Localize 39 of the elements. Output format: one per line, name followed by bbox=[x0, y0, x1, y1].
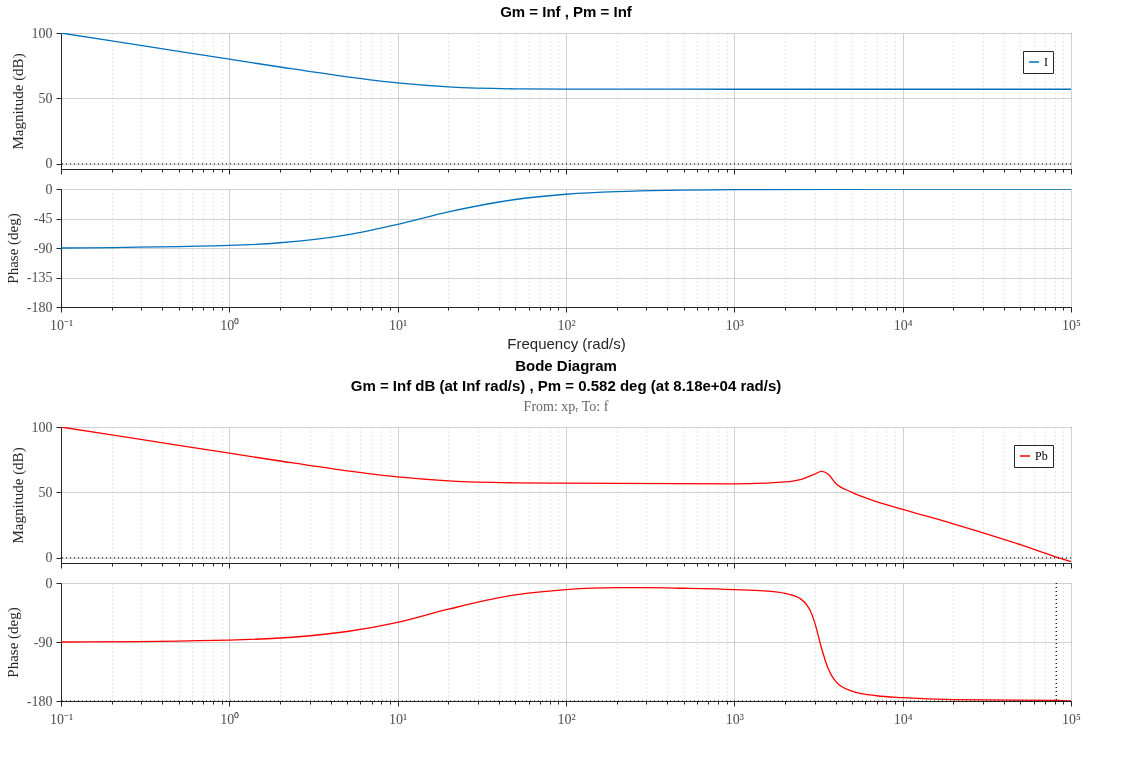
legend-label: I bbox=[1044, 55, 1048, 69]
x-tick-label: 10⁴ bbox=[893, 317, 913, 333]
chart-title: Gm = Inf , Pm = Inf bbox=[500, 3, 633, 20]
x-tick-label: 10¹ bbox=[389, 711, 408, 727]
y-tick-label: 0 bbox=[45, 181, 53, 197]
y-tick-label: 0 bbox=[45, 156, 53, 172]
x-tick-label: 10⁻¹ bbox=[49, 317, 74, 333]
y-tick-label: -180 bbox=[26, 299, 53, 315]
x-tick-label: 10⁴ bbox=[893, 711, 913, 727]
y-axis-title: Magnitude (dB) bbox=[9, 53, 27, 150]
x-tick-label: 10⁵ bbox=[1062, 711, 1082, 727]
text: From: xpᵣ To: f bbox=[523, 399, 609, 414]
x-tick-label: 10⁻¹ bbox=[49, 711, 74, 727]
x-tick-label: 10⁰ bbox=[220, 317, 240, 333]
legend-label: Pb bbox=[1035, 449, 1048, 463]
x-tick-label: 10⁰ bbox=[220, 711, 240, 727]
y-tick-label: -180 bbox=[26, 693, 53, 709]
y-tick-label: -135 bbox=[26, 270, 53, 285]
y-tick-label: 100 bbox=[31, 25, 53, 41]
y-axis-title: Phase (deg) bbox=[4, 607, 22, 678]
y-tick-label: 50 bbox=[38, 90, 53, 106]
x-tick-label: 10³ bbox=[725, 711, 744, 727]
y-tick-label: 0 bbox=[45, 550, 53, 566]
y-tick-label: 50 bbox=[38, 484, 53, 500]
x-axis-title: Frequency (rad/s) bbox=[507, 334, 626, 352]
y-tick-label: -90 bbox=[33, 240, 53, 256]
x-tick-label: 10² bbox=[557, 317, 576, 333]
x-tick-label: 10² bbox=[557, 711, 576, 727]
y-axis-title: Magnitude (dB) bbox=[9, 447, 27, 544]
x-tick-label: 10⁵ bbox=[1062, 317, 1082, 333]
y-tick-label: 100 bbox=[31, 419, 53, 435]
y-tick-label: 0 bbox=[45, 575, 53, 591]
y-axis-title: Phase (deg) bbox=[4, 213, 22, 284]
y-tick-label: -90 bbox=[33, 634, 53, 650]
x-tick-label: 10³ bbox=[725, 317, 744, 333]
x-tick-label: 10¹ bbox=[389, 317, 408, 333]
chart-subtitle: Gm = Inf dB (at Inf rad/s) , Pm = 0.582 deg (at 8.18e+04 rad/s) bbox=[350, 377, 782, 394]
chart-title: Bode Diagram bbox=[515, 357, 617, 374]
y-tick-label: -45 bbox=[33, 211, 53, 226]
